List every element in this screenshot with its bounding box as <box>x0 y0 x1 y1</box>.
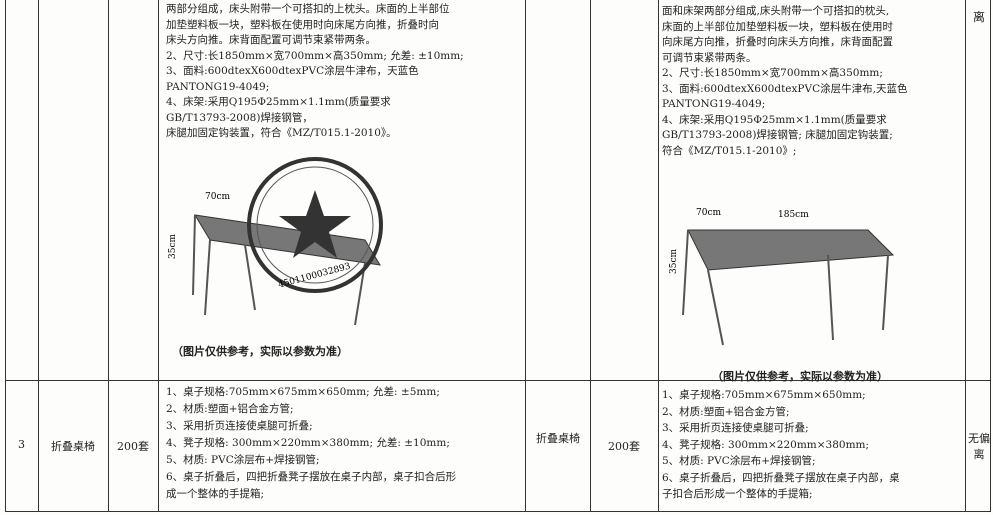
item-qty: 200套 <box>117 440 149 453</box>
spec-line: 3、面料:600dtexX600dtexPVC涂层牛津布,天蓝色 <box>662 82 908 95</box>
spec-line: 4、床架:采用Q195Φ25mm×1.1mm(质量要求 <box>662 113 887 126</box>
spec-line: PANTONG19-4049; <box>166 80 270 93</box>
spec-line: 床腿加固定钩装置，符合《MZ/T015.1-2010》。 <box>166 127 397 139</box>
border <box>5 0 6 512</box>
spec-line: PANTONG19-4049; <box>662 98 766 110</box>
border <box>5 380 991 381</box>
spec-line: 4、床架:采用Q195Φ25mm×1.1mm(质量要求 <box>166 96 391 108</box>
border <box>525 0 526 512</box>
spec-line: 4、凳子规格: 300mm×220mm×380mm; <box>662 438 870 451</box>
spec-line: 可调节束紧带两条。 <box>662 51 757 64</box>
image-caption: （图片仅供参考，实际以参数为准） <box>712 370 888 383</box>
spec-line: 5、材质: PVC涂层布+焊接钢管; <box>166 454 320 466</box>
spec-line: 子扣合后形成一个整体的手提箱; <box>662 488 813 500</box>
spec-line: 加垫塑料板一块，塑料板在使用时向床尾方向推，折叠时向 <box>166 18 439 31</box>
stamp: 4501100032893 <box>247 157 383 293</box>
spec-line: 3、面料:600dtexX600dtexPVC涂层牛津布，天蓝色 <box>166 65 419 77</box>
spec-line: GB/T13793-2008)焊接钢管; 床腿加固定钩装置; <box>662 129 893 141</box>
spec-line: 2、尺寸:长1850mm×宽700mm×高350mm; <box>662 67 883 79</box>
border <box>658 0 659 512</box>
spec-line: 床头方向推。床背面配置可调节束紧带两条。 <box>166 34 376 46</box>
image-label: 70cm <box>205 192 230 202</box>
row-number: 3 <box>18 438 25 451</box>
border <box>990 0 991 512</box>
spec-line: 1、桌子规格:705mm×675mm×650mm; <box>662 389 866 401</box>
spec-line: 1、桌子规格:705mm×675mm×650mm; 允差: ±5mm; <box>166 386 440 398</box>
spec-line: 2、材质:塑面+铝合金方管; <box>662 405 790 418</box>
image-label: 35cm <box>168 234 178 259</box>
spec-line: 3、采用折页连接使桌腿可折叠; <box>166 420 313 432</box>
spec-line: 4、凳子规格: 300mm×220mm×380mm; 允差: ±10mm; <box>166 437 450 449</box>
border <box>158 0 159 512</box>
spec-line: 2、尺寸:长1850mm×宽700mm×高350mm; 允差: ±10mm; <box>166 49 464 62</box>
spec-line: 5、材质: PVC涂层布+焊接钢管; <box>662 455 816 467</box>
deviation: 无偏离 <box>968 432 990 461</box>
border <box>965 0 966 512</box>
border <box>108 0 109 512</box>
image-label: 35cm <box>669 249 679 274</box>
item-name: 折叠桌椅 <box>536 432 580 445</box>
cot-image: 70cm 185cm 35cm <box>669 208 895 346</box>
border <box>590 0 591 512</box>
spec-line: 向床尾方向推，折叠时向床头方向推，床背面配置 <box>662 36 893 48</box>
spec-line: 6、桌子折叠后，四把折叠凳子摆放在桌子内部，桌子扣合后形 <box>166 471 457 483</box>
spec-line: 3、采用折页连接使桌腿可折叠; <box>662 422 809 434</box>
spec-line: GB/T13793-2008)焊接钢管， <box>166 111 313 124</box>
deviation: 离 <box>972 10 985 24</box>
item-name: 折叠桌椅 <box>51 440 95 453</box>
border <box>38 0 39 512</box>
item-qty: 200套 <box>608 440 640 453</box>
image-label: 185cm <box>778 210 809 220</box>
spec-line: 6、桌子折叠后，四把折叠凳子摆放在桌子内部，桌 <box>662 471 900 484</box>
spec-line: 2、材质:塑面+铝合金方管; <box>166 403 294 415</box>
border <box>5 511 991 512</box>
spec-line: 两部分组成，床头附带一个可搭扣的上枕头。床面的上半部位 <box>166 3 450 15</box>
spec-line: 床面的上半部位加垫塑料板一块，塑料板在使用时 <box>662 20 893 33</box>
spec-line: 成一个整体的手提箱; <box>166 488 265 500</box>
image-label: 70cm <box>696 208 721 218</box>
image-caption: （图片仅供参考，实际以参数为准） <box>172 345 348 358</box>
spec-line: 面和床架两部分组成,床头附带一个可搭扣的枕头, <box>662 5 890 17</box>
spec-line: 符合《MZ/T015.1-2010》; <box>662 144 797 157</box>
